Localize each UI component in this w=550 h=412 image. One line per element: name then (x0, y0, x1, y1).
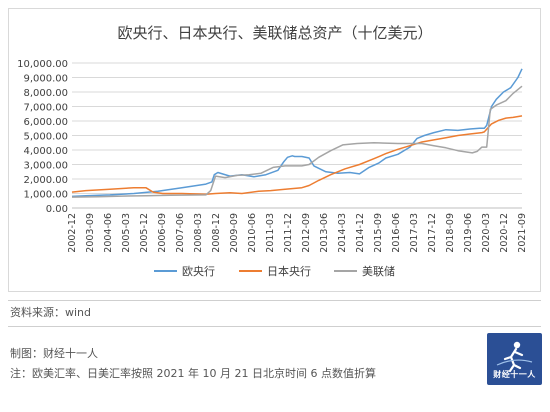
logo-label: 财经十一人 (493, 370, 536, 379)
legend-label-ecb: 欧央行 (182, 265, 215, 278)
x-tick-label: 2013-06 (319, 213, 330, 253)
legend-label-boj: 日本央行 (267, 264, 311, 278)
x-tick-label: 2008-12 (211, 213, 222, 253)
series-line-1 (71, 115, 523, 195)
x-tick-label: 2018-09 (445, 213, 456, 253)
gridlines (72, 62, 522, 209)
x-tick-label: 2007-06 (175, 213, 186, 253)
legend-label-fed: 美联储 (362, 264, 395, 278)
divider-top (8, 300, 541, 301)
y-tick-label: 6,000.00 (23, 117, 68, 128)
x-tick-label: 2010-06 (247, 213, 258, 253)
x-tick-label: 2004-06 (103, 213, 114, 253)
x-tick-label: 2014-12 (355, 213, 366, 253)
x-tick-label: 2021-09 (517, 213, 528, 253)
y-tick-label: 10,000.00 (17, 59, 68, 70)
series-lines (71, 68, 523, 198)
x-tick-label: 2003-09 (85, 213, 96, 253)
y-tick-label: 3,000.00 (23, 161, 68, 172)
author-text: 制图：财经十一人 (10, 347, 98, 360)
source-text: 资料来源：wind (10, 306, 92, 319)
line-chart: 欧央行、日本央行、美联储总资产（十亿美元） 0.00 1,000.00 2,000.… (17, 24, 528, 278)
legend: 欧央行 日本央行 美联储 (154, 264, 395, 278)
y-tick-label: 9,000.00 (23, 74, 68, 85)
note-text: 注：欧美汇率、日美汇率按照 2021 年 10 月 21 日北京时间 6 点数值… (10, 367, 376, 380)
y-tick-label: 1,000.00 (23, 190, 68, 201)
series-line-0 (71, 68, 523, 198)
y-tick-label: 0.00 (46, 204, 68, 215)
x-tick-label: 2011-12 (283, 213, 294, 253)
y-tick-label: 5,000.00 (23, 132, 68, 143)
y-tick-label: 2,000.00 (23, 175, 68, 186)
y-axis-ticks: 0.00 1,000.00 2,000.00 3,000.00 4,000.00 5,00… (17, 59, 68, 215)
series-line-2 (71, 85, 523, 198)
x-tick-label: 2005-12 (139, 213, 150, 253)
y-tick-label: 4,000.00 (23, 146, 68, 157)
x-tick-label: 2011-03 (265, 213, 276, 253)
y-tick-label: 8,000.00 (23, 88, 68, 99)
x-tick-label: 2005-03 (121, 213, 132, 253)
x-tick-label: 2014-03 (337, 213, 348, 253)
y-tick-label: 7,000.00 (23, 103, 68, 114)
x-tick-label: 2006-09 (157, 213, 168, 253)
x-tick-label: 2015-09 (373, 213, 384, 253)
x-tick-label: 2009-09 (229, 213, 240, 253)
x-tick-label: 2020-03 (481, 213, 492, 253)
x-tick-label: 2017-03 (409, 213, 420, 253)
runner-icon (496, 341, 533, 373)
chart-frame: 欧央行、日本央行、美联储总资产（十亿美元） 0.00 1,000.00 2,000.… (8, 8, 541, 292)
chart-title: 欧央行、日本央行、美联储总资产（十亿美元） (117, 24, 432, 42)
x-tick-label: 2017-12 (427, 213, 438, 253)
x-tick-label: 2008-03 (193, 213, 204, 253)
x-axis-ticks: 2002-12 2003-09 2004-06 2005-03 2005-12 2006-… (67, 213, 528, 253)
brand-logo: 财经十一人 (487, 333, 542, 385)
x-tick-label: 2020-12 (499, 213, 510, 253)
x-tick-label: 2012-09 (301, 213, 312, 253)
x-tick-label: 2019-06 (463, 213, 474, 253)
x-tick-label: 2016-06 (391, 213, 402, 253)
divider-bottom (8, 326, 541, 327)
x-tick-label: 2002-12 (67, 213, 78, 253)
